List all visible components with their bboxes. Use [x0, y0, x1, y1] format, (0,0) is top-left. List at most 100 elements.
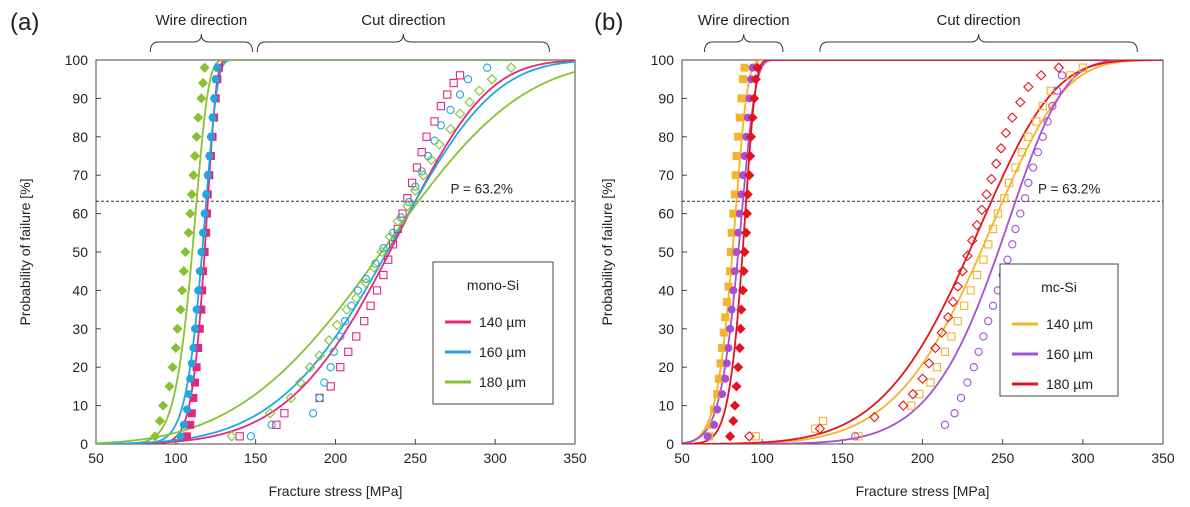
data-point-cut [384, 255, 393, 264]
data-point-wire [721, 374, 730, 383]
data-point-cut [930, 342, 941, 354]
data-point-cut [372, 286, 382, 295]
x-tick-label: 100 [750, 450, 774, 466]
data-point-cut [402, 200, 413, 212]
data-point-cut [352, 332, 361, 341]
legend-label: 160 µm [479, 344, 526, 360]
data-point-cut [464, 96, 475, 108]
data-point-wire [197, 247, 206, 256]
x-tick-label: 150 [831, 450, 855, 466]
data-point-cut [984, 240, 993, 249]
data-point-wire [210, 94, 219, 103]
data-point-cut [947, 332, 956, 341]
data-point-wire [710, 420, 719, 429]
data-point-cut [969, 363, 978, 372]
data-point-cut [371, 259, 380, 268]
data-point-wire [750, 74, 761, 85]
data-point-cut [235, 432, 244, 441]
data-point-wire [749, 93, 760, 104]
y-tick-label: 50 [72, 244, 88, 260]
data-point-wire [727, 305, 736, 314]
data-point-cut [979, 255, 988, 264]
data-point-wire [737, 94, 746, 103]
x-tick-label: 250 [991, 450, 1015, 466]
data-point-cut [336, 363, 345, 372]
data-point-cut [1017, 148, 1027, 157]
data-point-cut [1065, 71, 1075, 80]
x-axis-label: Fracture stress [MPa] [269, 483, 403, 499]
data-point-cut [995, 143, 1007, 154]
data-point-cut [1078, 63, 1087, 72]
data-point-cut [990, 158, 1002, 169]
data-point-wire [183, 227, 194, 238]
data-point-cut [818, 416, 828, 426]
bracket-cut [819, 33, 1138, 53]
data-point-wire [722, 359, 731, 368]
y-tick-label: 70 [72, 167, 88, 183]
data-point-wire [742, 189, 753, 200]
plot-area [96, 60, 575, 444]
y-tick-label: 80 [72, 129, 88, 145]
data-point-cut [988, 224, 998, 234]
x-tick-label: 200 [911, 450, 935, 466]
data-point-wire [724, 343, 733, 352]
data-point-wire [734, 132, 743, 141]
data-point-cut [417, 167, 426, 176]
data-point-wire [192, 305, 201, 314]
fit-line-wire-1 [682, 60, 1163, 444]
fit-line-wire-2 [682, 60, 1163, 444]
y-tick-label: 10 [658, 398, 674, 414]
fit-line-cut-0 [96, 60, 575, 444]
data-point-cut [455, 71, 465, 80]
legend-label: 140 µm [479, 314, 526, 330]
data-point-cut [1007, 112, 1018, 123]
data-point-wire [208, 113, 217, 122]
legend: mono-Si 140 µm 160 µm 180 µm [432, 261, 554, 405]
legend-label: 180 µm [1046, 376, 1093, 392]
data-point-cut [368, 262, 380, 273]
fit-line-wire-0 [682, 60, 1163, 444]
fit-line-cut-2 [96, 70, 575, 444]
data-point-wire [180, 246, 191, 258]
legend-box [999, 263, 1119, 397]
data-point-cut [360, 277, 372, 288]
legend: mc-Si 140 µm 160 µm 180 µm [999, 263, 1119, 397]
data-point-cut [344, 347, 353, 356]
data-point-cut [907, 401, 916, 410]
y-tick-label: 40 [658, 282, 674, 298]
data-point-cut [854, 432, 863, 441]
data-point-cut [434, 139, 445, 150]
data-point-cut [379, 244, 388, 253]
data-point-wire [733, 362, 744, 373]
y-tick-label: 90 [72, 90, 88, 106]
data-point-cut [473, 85, 485, 96]
y-axis-label: Probability of failure [%] [17, 178, 33, 325]
data-point-cut [984, 316, 993, 326]
data-point-cut [993, 209, 1003, 218]
data-point-wire [196, 93, 207, 104]
legend-box [432, 261, 554, 405]
data-point-cut [340, 316, 350, 326]
data-point-wire [189, 150, 201, 162]
data-point-cut [445, 123, 456, 135]
y-tick-label: 0 [80, 436, 88, 452]
data-point-cut [446, 105, 455, 115]
data-point-wire [703, 432, 712, 441]
data-point-cut [360, 316, 369, 326]
data-point-cut [1057, 71, 1067, 80]
data-point-cut [869, 411, 880, 423]
data-point-wire [734, 228, 743, 237]
data-point-cut [1020, 194, 1030, 203]
y-tick-label: 20 [658, 359, 674, 375]
y-tick-label: 50 [658, 244, 674, 260]
y-tick-label: 30 [658, 321, 674, 337]
data-point-cut [926, 378, 935, 387]
bracket-label: Cut direction [361, 12, 445, 29]
y-tick-label: 80 [658, 129, 674, 145]
data-point-cut [1032, 117, 1041, 126]
data-point-wire [183, 405, 192, 414]
data-point-cut [226, 431, 237, 442]
data-point-cut [952, 281, 964, 292]
x-tick-label: 350 [563, 450, 587, 466]
data-point-cut [285, 392, 297, 404]
